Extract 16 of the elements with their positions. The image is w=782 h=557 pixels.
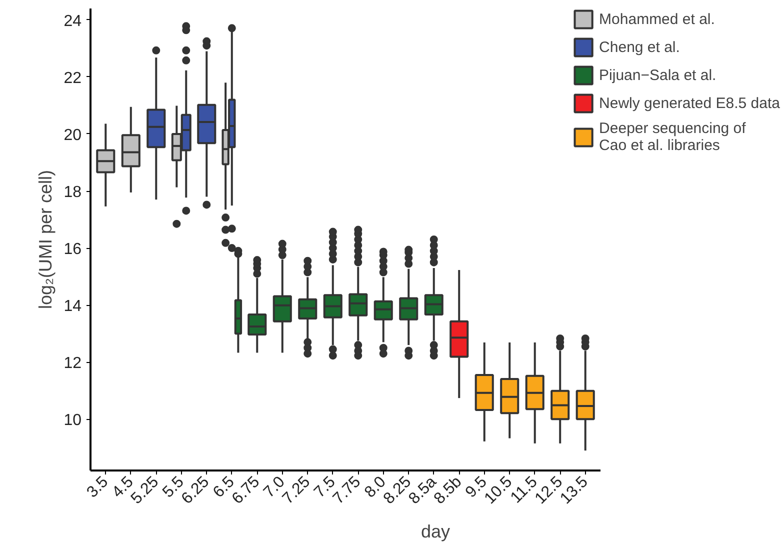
y-axis-title: log₂(UMI per cell)	[36, 170, 56, 310]
y-tick-label: 22	[64, 70, 82, 87]
y-tick-label: 24	[64, 12, 82, 30]
legend-label: Pijuan−Sala et al.	[599, 66, 716, 84]
y-tick-label: 10	[64, 412, 82, 430]
legend-label: Newly generated E8.5 data	[599, 94, 780, 112]
y-tick-label: 14	[64, 298, 82, 316]
y-tick-label: 20	[64, 126, 82, 144]
legend-label: Deeper sequencing of Cao et al. libraries	[599, 120, 746, 154]
y-tick-label: 12	[64, 355, 82, 372]
legend-label: Cheng et al.	[599, 38, 680, 56]
y-tick-label: 18	[64, 184, 82, 202]
x-tick-label: 3.5	[84, 473, 112, 502]
legend-label: Mohammed et al.	[599, 10, 715, 28]
x-axis-title: day	[420, 522, 450, 542]
y-tick-label: 16	[64, 241, 82, 258]
